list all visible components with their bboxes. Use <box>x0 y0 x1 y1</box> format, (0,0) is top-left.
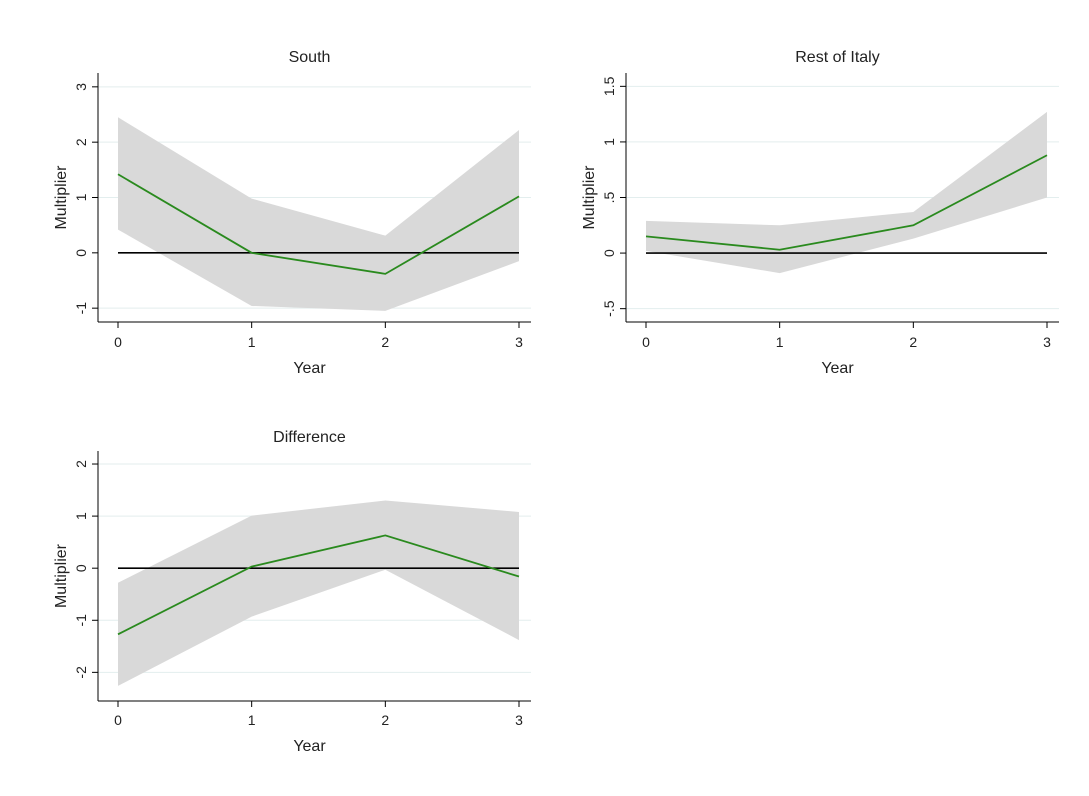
x-tick-label: 3 <box>515 712 523 728</box>
confidence-band <box>646 111 1047 274</box>
panel-difference: -2 -1 0 1 2 0 1 2 3 Difference Year Multiplier <box>53 429 531 755</box>
panel-rest-of-italy: -.5 0 .5 1 1.5 0 1 2 3 Rest of Italy Year Multiplie… <box>581 49 1059 377</box>
confidence-band <box>118 117 519 311</box>
x-axis-label: Year <box>821 360 854 377</box>
panel-title: Difference <box>273 429 346 446</box>
x-tick-label: 2 <box>909 334 917 350</box>
y-axis-label: Multiplier <box>53 543 70 608</box>
x-tick-label: 1 <box>776 334 784 350</box>
x-tick-label: 2 <box>381 334 389 350</box>
series-line <box>117 173 520 275</box>
x-tick-label: 3 <box>1043 334 1051 350</box>
y-tick-label: 3 <box>73 83 89 91</box>
y-axis-label: Multiplier <box>581 165 598 230</box>
x-tick-label: 1 <box>248 712 256 728</box>
y-tick-label: -1 <box>73 614 89 627</box>
confidence-band <box>118 500 519 686</box>
panel-south: -1 0 1 2 3 0 1 2 3 South Year Multiplier <box>53 49 531 377</box>
y-tick-label: 2 <box>73 460 89 468</box>
x-tick-label: 0 <box>642 334 650 350</box>
y-tick-label: 0 <box>73 564 89 572</box>
panel-title: Rest of Italy <box>795 49 879 66</box>
panel-title: South <box>289 49 331 66</box>
y-tick-label: 1.5 <box>601 76 617 96</box>
x-tick-label: 1 <box>248 334 256 350</box>
x-axis-label: Year <box>293 360 326 377</box>
x-tick-label: 2 <box>381 712 389 728</box>
y-tick-label: 1 <box>73 193 89 201</box>
y-tick-label: 1 <box>73 512 89 520</box>
y-tick-label: .5 <box>601 191 617 203</box>
x-tick-label: 3 <box>515 334 523 350</box>
x-tick-label: 0 <box>114 712 122 728</box>
y-tick-label: 2 <box>73 138 89 146</box>
y-tick-label: -2 <box>73 666 89 679</box>
y-tick-label: -1 <box>73 302 89 315</box>
x-tick-label: 0 <box>114 334 122 350</box>
x-axis-label: Year <box>293 738 326 755</box>
y-tick-label: 0 <box>601 249 617 257</box>
y-tick-label: 1 <box>601 138 617 146</box>
series-line <box>645 154 1048 251</box>
y-axis-label: Multiplier <box>53 165 70 230</box>
series-line <box>117 534 520 636</box>
y-tick-label: 0 <box>73 249 89 257</box>
y-tick-label: -.5 <box>601 300 617 317</box>
